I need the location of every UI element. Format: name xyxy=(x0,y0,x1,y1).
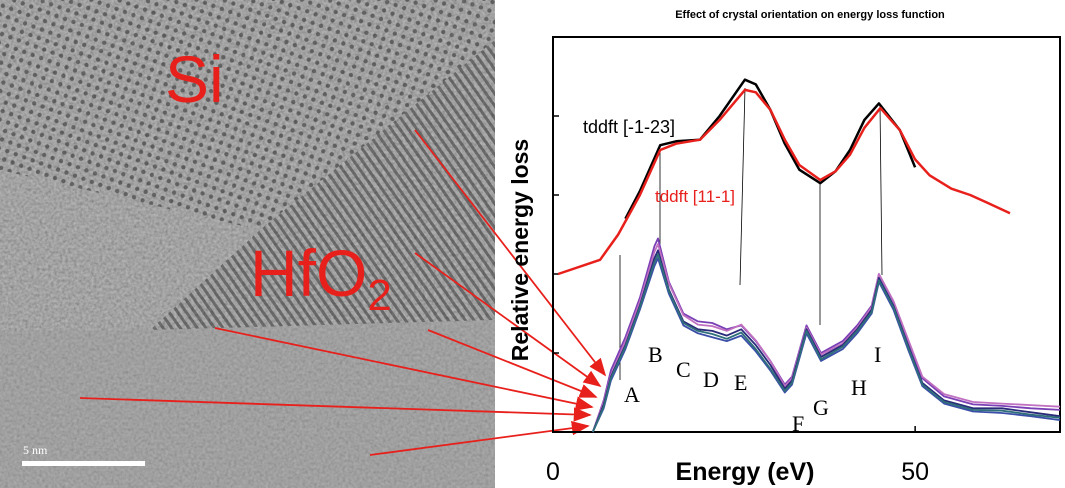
peak-label: G xyxy=(813,395,829,420)
scale-bar-label: 5 nm xyxy=(23,443,48,457)
hfo2-subscript: 2 xyxy=(367,271,391,320)
figure: Si HfO2 5 nm Effect of crystal orientati… xyxy=(0,0,1065,488)
series-label: tddft [11-1] xyxy=(655,187,735,206)
tem-image xyxy=(0,0,495,488)
peak-label: H xyxy=(851,375,867,400)
peak-label: I xyxy=(874,342,881,367)
plot-frame xyxy=(553,37,1060,432)
si-label: Si xyxy=(165,42,224,116)
peak-label: A xyxy=(624,382,640,407)
x-axis-label: Energy (eV) xyxy=(676,458,815,486)
peak-label: C xyxy=(676,357,691,382)
hfo2-base: HfO xyxy=(250,236,367,310)
scale-bar xyxy=(22,461,145,466)
page: Si HfO2 5 nm Effect of crystal orientati… xyxy=(0,0,1065,488)
peak-label: B xyxy=(648,342,663,367)
x-tick-label: 50 xyxy=(901,458,929,486)
connector xyxy=(880,105,882,275)
connector xyxy=(740,88,745,285)
chart-title: Effect of crystal orientation on energy … xyxy=(675,9,945,21)
series-label: tddft [-1-23] xyxy=(583,117,675,137)
peak-label: E xyxy=(734,370,747,395)
peak-label: D xyxy=(703,367,719,392)
y-axis-label: Relative energy loss xyxy=(507,139,533,361)
x-tick-label: 0 xyxy=(546,458,560,486)
peak-label: F xyxy=(792,411,804,436)
